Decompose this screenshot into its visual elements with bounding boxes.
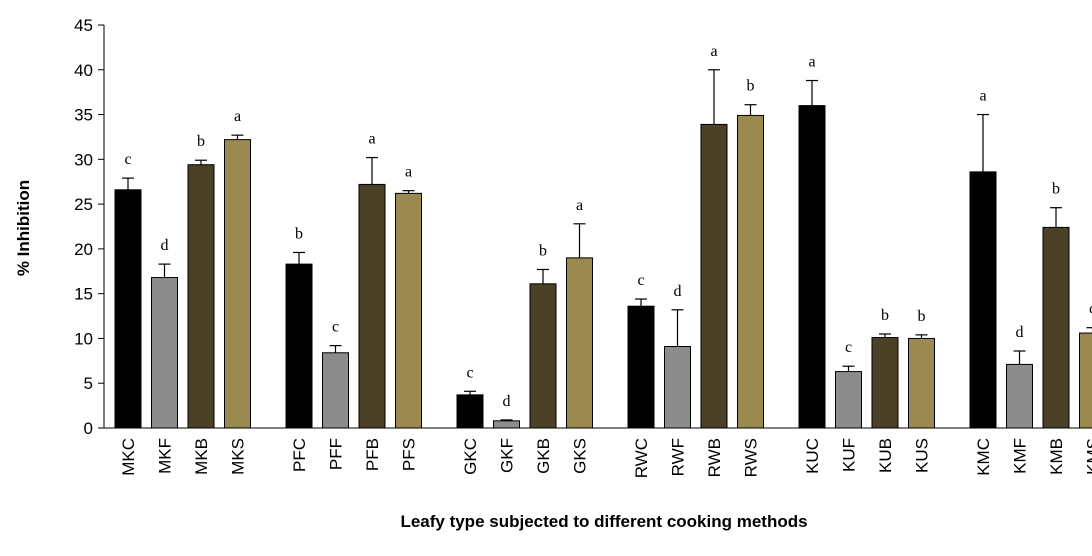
x-tick-label-gks: GKS — [571, 438, 590, 474]
significance-label-kmc: a — [979, 88, 986, 105]
bar-kmb — [1042, 226, 1070, 429]
x-tick-label-pfc: PFC — [290, 438, 309, 472]
x-tick-label-pfb: PFB — [363, 438, 382, 471]
x-tick-label-mkb: MKB — [192, 438, 211, 475]
bar-rws — [737, 114, 764, 429]
x-tick-label-gkb: GKB — [534, 438, 553, 474]
bar-kuf — [835, 371, 862, 429]
y-tick-label: 30 — [74, 150, 93, 169]
x-tick-label-rwb: RWB — [705, 438, 724, 477]
y-tick-label: 40 — [74, 61, 93, 80]
x-tick-label-rwf: RWF — [669, 438, 688, 476]
y-axis: 0 5 10 15 20 25 30 35 40 45 — [74, 16, 105, 438]
bar-kuc — [798, 105, 826, 429]
significance-label-kms: c — [1089, 301, 1092, 318]
y-axis-title: % Inhibition — [14, 180, 33, 276]
y-tick-label: 0 — [84, 419, 93, 438]
bar-mks — [224, 139, 251, 429]
significance-label-gks: a — [576, 197, 583, 214]
significance-label-kmf: d — [1016, 324, 1024, 341]
x-tick-label-kms: KMS — [1084, 438, 1092, 475]
x-tick-label-kmf: KMF — [1011, 438, 1030, 474]
y-tick-label: 10 — [74, 329, 93, 348]
x-tick-label-rwc: RWC — [632, 438, 651, 478]
bar-gkb — [529, 283, 557, 429]
significance-label-mks: a — [234, 108, 241, 125]
x-tick-label-pfs: PFS — [400, 438, 419, 471]
significance-label-mkc: c — [124, 151, 131, 168]
bars: c d b a b c a a c d b a c d a b a c b b a d b c — [114, 43, 1092, 429]
x-tick-label-mks: MKS — [229, 438, 248, 475]
x-tick-label-gkc: GKC — [461, 438, 480, 475]
bar-pfs — [395, 192, 422, 429]
bar-rwc — [627, 305, 655, 429]
significance-label-rws: b — [747, 78, 755, 95]
bar-pff — [322, 352, 349, 429]
significance-label-kus: b — [918, 308, 926, 325]
significance-label-kuc: a — [808, 54, 815, 71]
significance-label-gkb: b — [539, 242, 547, 259]
bar-kus — [908, 337, 935, 429]
significance-label-rwb: a — [710, 43, 717, 60]
y-tick-label: 35 — [74, 106, 93, 125]
significance-label-pff: c — [332, 319, 339, 336]
bar-rwb — [700, 123, 728, 429]
bar-kms — [1079, 332, 1092, 429]
x-tick-label-pff: PFF — [327, 438, 346, 470]
significance-label-kub: b — [881, 307, 889, 324]
bar-kmf — [1006, 363, 1033, 429]
x-tick-label-kuf: KUF — [840, 438, 859, 472]
bar-mkf — [151, 277, 178, 429]
significance-label-gkc: c — [466, 364, 473, 381]
bar-kub — [871, 337, 899, 429]
y-tick-label: 15 — [74, 285, 93, 304]
significance-label-mkb: b — [197, 133, 205, 150]
significance-label-pfs: a — [405, 164, 412, 181]
significance-label-kmb: b — [1052, 181, 1060, 198]
bar-kmc — [969, 171, 997, 429]
x-tick-label-mkc: MKC — [119, 438, 138, 476]
bar-gkf — [493, 420, 520, 429]
x-tick-label-kus: KUS — [913, 438, 932, 473]
bar-pfb — [358, 183, 386, 429]
x-axis: MKC MKF MKB MKS PFC PFF PFB PFS GKC GKF GKB GKS RWC R… — [104, 427, 1092, 478]
significance-label-rwf: d — [674, 283, 682, 300]
bar-gkc — [456, 394, 484, 429]
x-tick-label-rws: RWS — [742, 438, 761, 477]
bar-mkb — [187, 164, 215, 429]
bar-pfc — [285, 263, 313, 429]
bar-rwf — [664, 346, 691, 429]
significance-label-pfb: a — [368, 131, 375, 148]
x-axis-title: Leafy type subjected to different cookin… — [400, 512, 807, 531]
y-tick-label: 5 — [84, 374, 93, 393]
x-tick-label-gkf: GKF — [498, 438, 517, 473]
bar-mkc — [114, 189, 142, 429]
x-tick-label-kuc: KUC — [803, 438, 822, 474]
y-tick-label: 25 — [74, 195, 93, 214]
y-tick-label: 20 — [74, 240, 93, 259]
x-tick-label-kmc: KMC — [974, 438, 993, 476]
x-tick-label-kmb: KMB — [1047, 438, 1066, 475]
bar-gks — [566, 257, 593, 429]
significance-label-mkf: d — [161, 237, 169, 254]
y-tick-label: 45 — [74, 16, 93, 35]
x-tick-label-kub: KUB — [876, 438, 895, 473]
significance-label-kuf: c — [845, 339, 852, 356]
significance-label-rwc: c — [637, 272, 644, 289]
significance-label-gkf: d — [503, 393, 511, 410]
significance-label-pfc: b — [295, 225, 303, 242]
x-tick-label-mkf: MKF — [156, 438, 175, 474]
